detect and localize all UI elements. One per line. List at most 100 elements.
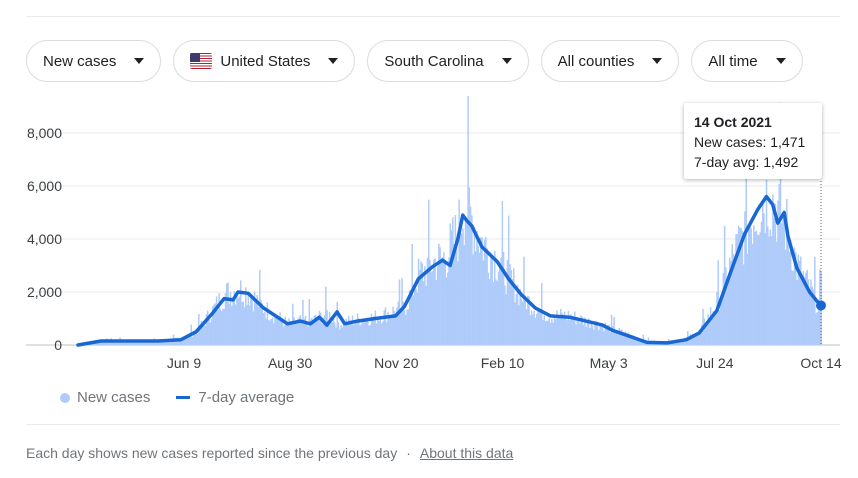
case-bar [316,318,318,345]
case-bar [219,308,222,345]
case-bar [397,301,399,345]
case-bar [694,336,697,345]
case-bar [460,233,463,345]
case-bar [154,341,157,345]
case-bar [358,318,360,345]
case-bar [391,317,393,345]
metric-dropdown[interactable]: New cases [26,40,162,82]
case-bar [753,225,755,345]
case-bar [464,221,467,345]
case-bar [554,319,557,345]
case-bar [787,229,789,345]
case-bar [727,277,730,345]
legend-bars-swatch [60,392,70,403]
case-bar [450,230,453,345]
case-bar [458,199,460,345]
case-bar [158,341,161,345]
case-bar [579,323,581,345]
case-bar [571,317,573,345]
case-bar [448,257,450,345]
case-bar [697,332,699,345]
case-bar [145,341,148,345]
case-bar [500,257,502,345]
case-bar [626,336,628,345]
case-bar [289,320,292,345]
case-bar [187,333,190,345]
time-range-dropdown[interactable]: All time [691,40,803,82]
case-bar [349,319,351,345]
state-dropdown[interactable]: South Carolina [367,40,529,82]
case-bar [553,317,556,345]
case-bar [511,279,514,345]
y-tick-label: 0 [54,337,62,353]
case-bar [242,301,245,345]
case-bar [595,320,598,345]
cases-chart[interactable]: 0 2,000 4,000 6,000 8,000 Jun 9 Aug 30 Nov 20 Fe… [0,0,858,380]
case-bar [215,296,218,345]
x-tick-label: Feb 10 [481,355,525,371]
case-bar [280,319,283,345]
filter-bar: New cases United States South Carolina A… [26,40,803,84]
case-bar [417,258,420,345]
case-bar [528,296,530,345]
case-bar [269,320,271,345]
case-bar [543,315,546,345]
case-bar [200,320,203,345]
x-tick-label: Nov 20 [374,355,419,371]
case-bar [189,335,191,345]
case-bar [223,309,225,345]
case-bar [326,310,328,345]
case-bar [107,342,110,345]
case-bar [115,340,118,345]
case-bar [322,317,325,345]
case-bar [627,332,629,345]
case-bar [594,323,596,345]
county-dropdown[interactable]: All counties [540,40,680,82]
case-bar [95,342,97,345]
case-bar [628,334,631,345]
case-bar [355,320,358,345]
case-bar [617,331,619,345]
case-bar [744,211,746,345]
country-dropdown[interactable]: United States [173,40,356,82]
case-bar [405,314,407,345]
case-bar [501,201,504,345]
case-bar [699,328,702,345]
case-bar [317,318,319,345]
case-bar [328,312,331,345]
case-bar [811,286,814,345]
case-bar [276,319,279,345]
y-tick-label: 8,000 [27,125,62,141]
case-bar [138,340,140,345]
case-bar [455,239,458,345]
case-bar [443,252,445,345]
case-bar [735,234,737,345]
case-bar [801,281,803,345]
case-bar [703,318,706,345]
case-bar [346,324,349,345]
case-bar [360,324,363,345]
footnote-separator: · [406,445,411,461]
about-data-link[interactable]: About this data [419,445,514,461]
case-bar [204,325,206,345]
case-bar [422,281,425,345]
case-bar [393,311,396,345]
case-bar [469,206,472,345]
case-bar [266,302,269,345]
case-bar [499,267,501,345]
case-bar [255,301,257,345]
case-bar [311,317,313,345]
case-bar [695,334,698,345]
case-bar [148,342,151,345]
case-bar [782,218,784,345]
case-bar [114,341,116,345]
case-bar [493,250,496,345]
case-bar [773,218,775,345]
case-bar [314,314,317,345]
case-bar [185,336,187,345]
case-bar [515,293,518,345]
case-bar [372,318,374,345]
case-bar [607,324,609,345]
case-bar [144,341,147,345]
case-bar [415,288,417,345]
